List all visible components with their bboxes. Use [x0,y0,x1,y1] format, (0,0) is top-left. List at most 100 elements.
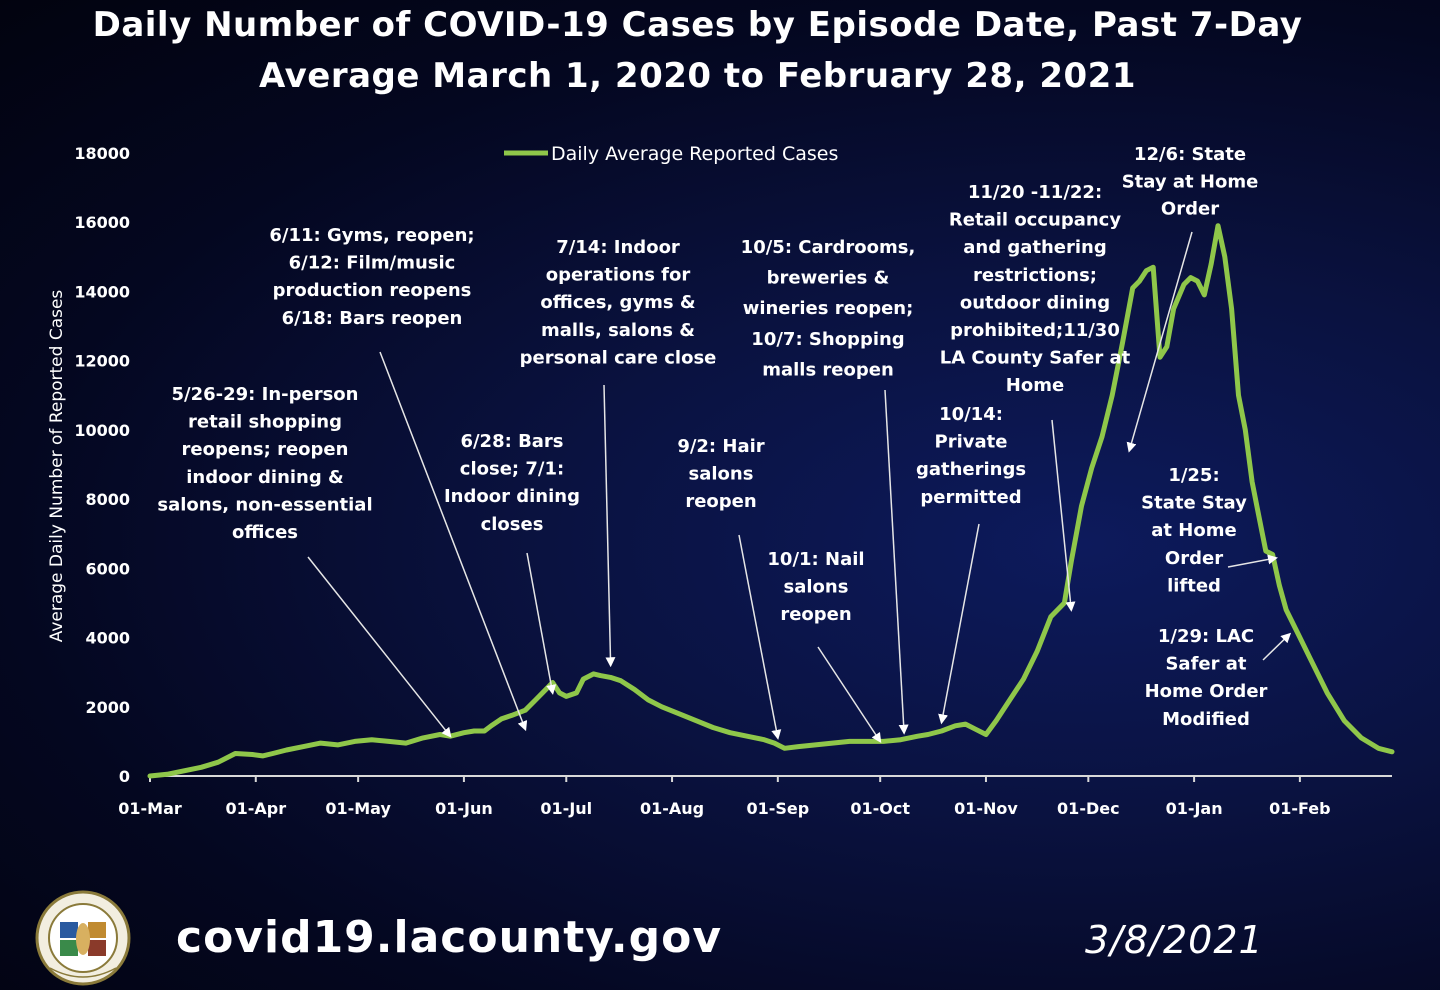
line-chart: Average Daily Number of Reported Cases 0… [47,143,1395,818]
annotation-text-line: 10/14: [939,404,1003,425]
annotation-text-line: closes [481,514,544,535]
annotation-text-line: personal care close [520,347,717,368]
annotation-label: 11/20 -11/22: Retail occupancy and gatheri… [940,182,1131,396]
annotation-text-line: Private [935,432,1008,453]
x-tick-label: 01-Mar [118,799,182,818]
annotation-arrow [1051,419,1076,612]
annotation-arrow [307,556,452,738]
y-tick-label: 18000 [74,144,130,163]
annotation-text-line: indoor dining & [186,467,343,488]
y-tick-label: 14000 [74,282,130,301]
x-tick-label: 01-May [325,799,391,818]
annotation-label: 10/5: Cardrooms, breweries & wineries reop… [741,237,916,380]
annotation-text-line: 11/20 -11/22: [968,182,1102,203]
annotation-text-line: malls reopen [762,359,894,380]
series-line-daily-average [147,223,1395,779]
annotation-text-line: Retail occupancy [949,210,1121,231]
annotation-text-line: 6/18: Bars reopen [282,308,463,329]
x-tick-label: 01-Jul [540,799,592,818]
annotation-text-line: reopen [780,604,851,625]
annotation-text-line: malls, salons & [541,320,695,341]
y-tick-label: 8000 [85,490,130,509]
annotation-text-line: gatherings [916,459,1026,480]
annotation-label: 10/1: Nail salons reopen [767,549,864,625]
annotation-text-line: Order [1165,548,1223,569]
annotation-label: 7/14: Indoor operations for offices, gyms … [520,237,717,368]
annotation-text-line: 6/28: Bars [460,431,563,452]
annotation-text-line: prohibited;11/30 [950,320,1120,341]
annotation-text-line: retail shopping [188,412,342,433]
x-tick-label: 01-Jun [435,799,493,818]
annotation-text-line: restrictions; [973,265,1097,286]
annotation-text-line: offices [232,522,298,543]
y-axis-title: Average Daily Number of Reported Cases [47,290,67,643]
annotation-text-line: salons [689,464,754,485]
annotation-text-line: Home [1006,375,1064,396]
annotation-text-line: LA County Safer at [940,348,1131,369]
annotation-arrow [738,534,782,740]
annotation-text-line: close; 7/1: [460,459,564,480]
annotation-text-line: reopens; reopen [182,439,349,460]
annotation-text-line: Indoor dining [444,486,580,507]
annotation-text-line: 12/6: State [1134,144,1246,165]
annotation-arrow [817,646,882,744]
county-seal-logo [35,890,131,986]
y-tick-label: 4000 [85,629,130,648]
annotation-label: 1/25: State Stay at Home Order lifted [1141,465,1247,596]
y-tick-label: 2000 [85,698,130,717]
x-tick-label: 01-Jan [1166,799,1223,818]
annotation-arrow [884,389,909,735]
annotation-label: 12/6: State Stay at Home Order [1122,144,1259,220]
annotation-text-line: permitted [920,487,1021,508]
annotation-text-line: offices, gyms & [540,292,695,313]
x-tick-label: 01-Apr [225,799,286,818]
annotation-text-line: 10/7: Shopping [751,329,904,350]
x-tick-label: 01-Dec [1057,799,1120,818]
annotation-text-line: 7/14: Indoor [556,237,680,258]
annotation-text-line: 9/2: Hair [677,436,764,457]
annotation-text-line: salons, non-essential [157,494,372,515]
annotation-arrows [307,231,1292,744]
annotation-label: 6/11: Gyms, reopen; 6/12: Film/music produ… [269,225,474,329]
annotation-label: 1/29: LAC Safer at Home Order Modified [1145,626,1268,730]
annotation-text-line: wineries reopen; [743,298,914,319]
annotation-arrow [379,351,528,732]
y-tick-label: 0 [119,767,130,786]
annotation-text-line: breweries & [767,268,890,289]
annotation-arrow [603,384,616,668]
annotation-text-line: reopen [685,491,756,512]
annotation-text-line: Home Order [1145,681,1268,702]
y-tick-label: 6000 [85,559,130,578]
x-tick-label: 01-Nov [954,799,1018,818]
y-axis-ticks: 0 2000 4000 6000 8000 10000 12000 14000 16000 180… [74,144,130,786]
annotation-arrow [1126,231,1193,453]
annotation-text-line: lifted [1167,575,1221,596]
footer-website-url: covid19.lacounty.gov [176,912,723,963]
annotation-text-line: Stay at Home [1122,171,1259,192]
annotation-text-line: 5/26-29: In-person [172,384,359,405]
annotation-label: 9/2: Hair salons reopen [677,436,764,512]
x-tick-label: 01-Feb [1269,799,1331,818]
annotation-text-line: outdoor dining [960,292,1110,313]
annotation-label: 5/26-29: In-person retail shopping reopens… [157,384,372,543]
x-tick-label: 01-Aug [640,799,704,818]
footer-date: 3/8/2021 [1085,918,1264,962]
annotation-arrow [1262,632,1292,661]
annotation-text-line: 1/29: LAC [1158,626,1254,647]
chart-title-line-2: Average March 1, 2020 to February 28, 20… [259,56,1136,96]
annotation-label: 10/14: Private gatherings permitted [916,404,1026,508]
annotation-text-line: Modified [1162,709,1250,730]
annotation-arrow [526,552,557,695]
chart-legend: Daily Average Reported Cases [504,143,838,165]
chart-title: Daily Number of COVID-19 Cases by Episod… [0,0,1395,102]
y-tick-label: 10000 [74,421,130,440]
annotation-text-line: salons [784,577,849,598]
annotation-arrow [938,523,980,725]
annotation-text-line: Order [1161,199,1219,220]
y-tick-label: 12000 [74,352,130,371]
annotation-arrow [1227,554,1278,568]
annotation-label: 6/28: Bars close; 7/1: Indoor dining closes [444,431,580,535]
annotation-text-line: 6/11: Gyms, reopen; [269,225,474,246]
annotation-text-line: 1/25: [1168,465,1219,486]
chart-title-line-1: Daily Number of COVID-19 Cases by Episod… [92,5,1303,45]
